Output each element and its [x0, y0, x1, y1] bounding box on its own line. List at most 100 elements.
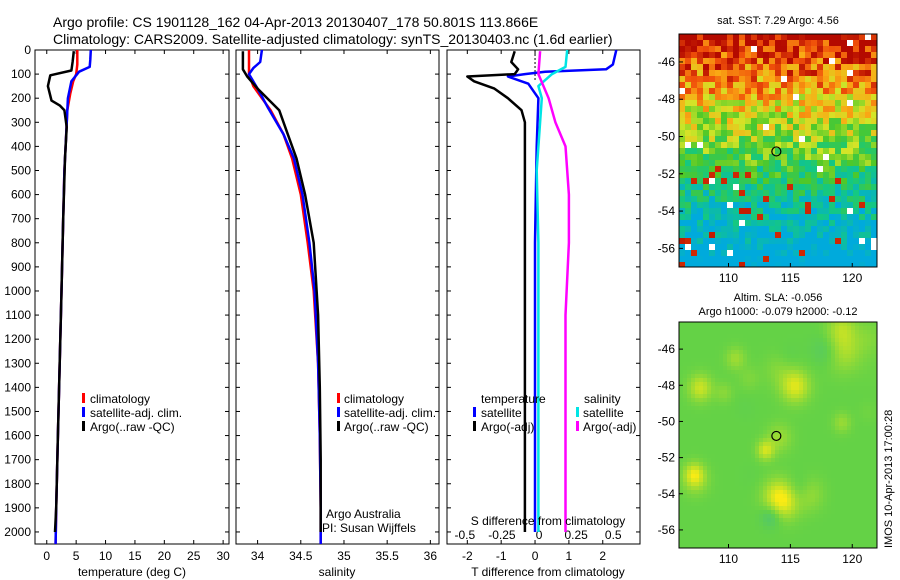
map-cell: [779, 462, 783, 466]
map-cell: [871, 486, 875, 490]
map-cell: [721, 250, 727, 256]
x-tick-label: 2: [599, 549, 606, 563]
map-cell: [687, 466, 691, 470]
map-cell: [841, 238, 847, 244]
map-cell: [803, 446, 807, 450]
map-cell: [795, 382, 799, 386]
map-cell: [707, 514, 711, 518]
map-cell: [775, 184, 781, 190]
map-cell: [771, 338, 775, 342]
map-cell: [829, 64, 835, 70]
map-cell: [807, 530, 811, 534]
map-cell: [775, 208, 781, 214]
map-cell: [859, 82, 865, 88]
map-cell: [835, 82, 841, 88]
map-cell: [757, 52, 763, 58]
map-cell: [829, 190, 835, 196]
map-cell: [703, 430, 707, 434]
map-cell: [843, 538, 847, 542]
map-cell: [851, 518, 855, 522]
map-cell: [779, 506, 783, 510]
map-cell: [691, 514, 695, 518]
map-cell: [787, 370, 791, 374]
map-cell: [781, 148, 787, 154]
map-cell: [709, 232, 715, 238]
map-cell: [867, 458, 871, 462]
map-cell: [791, 326, 795, 330]
map-cell: [679, 470, 683, 474]
map-cell: [703, 34, 709, 40]
map-cell: [735, 510, 739, 514]
map-cell: [757, 124, 763, 130]
map-cell: [799, 148, 805, 154]
map-cell: [715, 184, 721, 190]
map-cell: [875, 330, 877, 334]
map-cell: [711, 366, 715, 370]
map-cell: [715, 322, 719, 326]
map-cell: [703, 350, 707, 354]
map-cell: [827, 342, 831, 346]
map-cell: [847, 148, 853, 154]
map-cell: [817, 100, 823, 106]
map-cell: [823, 172, 829, 178]
map-cell: [841, 184, 847, 190]
map-cell: [721, 172, 727, 178]
map-cell: [783, 498, 787, 502]
map-cell: [793, 202, 799, 208]
map-cell: [757, 178, 763, 184]
map-cell: [871, 34, 877, 40]
map-cell: [835, 172, 841, 178]
map-cell: [767, 370, 771, 374]
map-cell: [775, 358, 779, 362]
map-cell: [863, 366, 867, 370]
map-cell: [843, 382, 847, 386]
map-cell: [767, 498, 771, 502]
map-cell: [763, 522, 767, 526]
map-cell: [751, 358, 755, 362]
map-cell: [827, 526, 831, 530]
map-y-tick-label: -50: [658, 130, 676, 144]
map-cell: [831, 322, 835, 326]
map-cell: [691, 474, 695, 478]
map-cell: [715, 462, 719, 466]
map-y-tick-label: -46: [658, 55, 676, 69]
map-cell: [719, 346, 723, 350]
map-cell: [679, 478, 683, 482]
map-cell: [747, 470, 751, 474]
map-cell: [819, 326, 823, 330]
map-cell: [787, 106, 793, 112]
map-cell: [851, 494, 855, 498]
map-cell: [691, 58, 697, 64]
map-cell: [855, 466, 859, 470]
map-cell: [811, 160, 817, 166]
map-cell: [755, 494, 759, 498]
map-cell: [723, 478, 727, 482]
map-cell: [739, 454, 743, 458]
map-cell: [791, 338, 795, 342]
map-cell: [847, 166, 853, 172]
map-cell: [723, 422, 727, 426]
map-cell: [775, 422, 779, 426]
map-cell: [763, 148, 769, 154]
map-cell: [679, 226, 685, 232]
map-cell: [763, 338, 767, 342]
map-cell: [697, 208, 703, 214]
map-cell: [771, 442, 775, 446]
map-cell: [763, 502, 767, 506]
map-cell: [787, 414, 791, 418]
map-cell: [723, 534, 727, 538]
map-cell: [703, 88, 709, 94]
map-cell: [687, 362, 691, 366]
map-cell: [763, 124, 769, 130]
map-cell: [767, 478, 771, 482]
map-cell: [751, 486, 755, 490]
map-cell: [807, 426, 811, 430]
map-cell: [771, 510, 775, 514]
map-cell: [853, 88, 859, 94]
map-cell: [679, 526, 683, 530]
map-cell: [811, 418, 815, 422]
map-cell: [829, 160, 835, 166]
map-cell: [727, 446, 731, 450]
map-cell: [715, 330, 719, 334]
map-cell: [691, 262, 697, 267]
